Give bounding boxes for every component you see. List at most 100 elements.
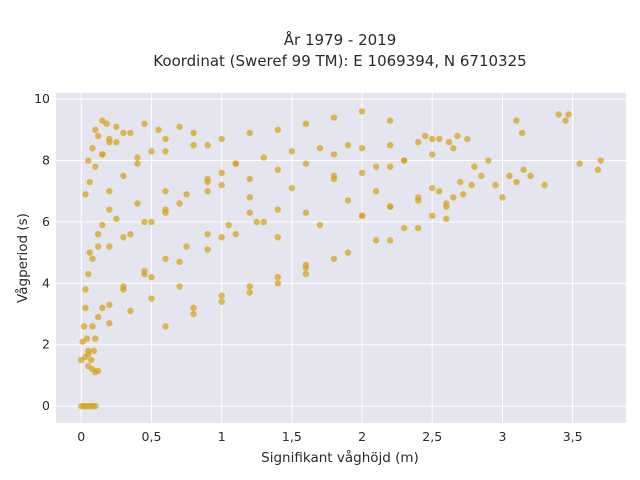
scatter-point xyxy=(513,117,520,124)
scatter-point xyxy=(82,191,89,198)
scatter-point xyxy=(445,138,453,146)
scatter-point xyxy=(459,191,467,198)
y-axis-tick-labels: 0 2 4 6 8 10 xyxy=(34,91,50,413)
scatter-point xyxy=(386,163,394,170)
x-tick-label: 3,5 xyxy=(563,429,583,444)
scatter-point xyxy=(288,184,296,192)
scatter-point xyxy=(218,181,225,189)
scatter-point xyxy=(148,295,155,302)
scatter-point xyxy=(429,135,436,143)
scatter-point xyxy=(565,111,572,118)
scatter-point xyxy=(372,237,380,244)
scatter-point xyxy=(218,169,225,177)
y-tick-label: 8 xyxy=(42,153,50,168)
scatter-point xyxy=(316,221,324,229)
scatter-point xyxy=(246,209,253,216)
scatter-point xyxy=(288,148,296,155)
chart-title-line-1: År 1979 - 2019 xyxy=(284,30,397,49)
scatter-point xyxy=(260,218,267,226)
scatter-point xyxy=(400,224,408,232)
x-tick-label: 1 xyxy=(218,429,226,444)
scatter-point xyxy=(454,132,461,140)
chart-title-line-2: Koordinat (Sweref 99 TM): E 1069394, N 6… xyxy=(153,52,526,70)
scatter-point xyxy=(83,335,91,342)
scatter-point xyxy=(527,172,534,180)
scatter-point xyxy=(94,231,102,238)
scatter-point xyxy=(90,347,98,355)
scatter-point xyxy=(106,206,113,213)
scatter-point xyxy=(183,191,190,198)
scatter-point xyxy=(148,148,155,155)
scatter-point xyxy=(89,323,96,330)
scatter-point xyxy=(415,138,422,146)
scatter-point xyxy=(225,221,232,229)
x-axis-tick-labels: 0 0,5 1 1,5 2 2,5 3 3,5 xyxy=(77,429,582,444)
scatter-point xyxy=(218,298,225,305)
scatter-point xyxy=(246,194,253,201)
scatter-point xyxy=(94,313,102,321)
scatter-point xyxy=(246,283,253,290)
scatter-point xyxy=(183,243,190,250)
scatter-point xyxy=(190,141,197,149)
scatter-point xyxy=(485,157,492,164)
scatter-point xyxy=(162,209,169,216)
scatter-point xyxy=(344,197,352,204)
scatter-point xyxy=(436,135,443,143)
scatter-point xyxy=(94,132,102,140)
scatter-point xyxy=(246,129,253,137)
scatter-point xyxy=(80,323,88,330)
scatter-point xyxy=(162,323,169,330)
y-axis-title: Vågperiod (s) xyxy=(14,213,31,303)
scatter-point xyxy=(134,160,141,167)
scatter-point xyxy=(562,117,569,124)
scatter-point xyxy=(85,157,92,164)
scatter-point xyxy=(99,304,106,312)
x-tick-label: 1,5 xyxy=(282,429,302,444)
scatter-point xyxy=(330,172,338,180)
x-tick-label: 0,5 xyxy=(142,429,162,444)
scatter-point xyxy=(246,289,253,296)
scatter-point xyxy=(576,160,583,167)
scatter-point xyxy=(443,203,450,210)
scatter-point xyxy=(429,151,436,158)
scatter-point xyxy=(155,126,162,134)
scatter-point xyxy=(506,172,513,180)
plot-area xyxy=(56,93,626,423)
scatter-point xyxy=(92,335,99,342)
scatter-point xyxy=(358,108,366,115)
scatter-point xyxy=(127,307,134,315)
scatter-point xyxy=(274,206,282,213)
scatter-point xyxy=(274,126,282,134)
scatter-point xyxy=(274,273,282,281)
scatter-point xyxy=(464,135,471,143)
scatter-point xyxy=(450,145,457,152)
y-tick-label: 0 xyxy=(42,398,50,413)
scatter-point xyxy=(594,166,602,173)
scatter-point xyxy=(148,273,155,281)
scatter-point xyxy=(450,194,457,201)
x-axis-title: Signifikant våghöjd (m) xyxy=(261,449,419,466)
scatter-point xyxy=(218,234,225,241)
scatter-point xyxy=(372,188,380,195)
scatter-point xyxy=(386,203,394,210)
scatter-point xyxy=(127,129,134,137)
scatter-point xyxy=(302,270,310,278)
scatter-point xyxy=(162,148,169,155)
scatter-point xyxy=(204,188,211,195)
scatter-point xyxy=(120,234,127,241)
scatter-point xyxy=(120,129,127,137)
scatter-point xyxy=(106,243,113,250)
scatter-point xyxy=(87,356,95,364)
scatter-point xyxy=(274,166,282,173)
scatter-point xyxy=(176,283,183,290)
scatter-point xyxy=(436,188,443,195)
scatter-point xyxy=(246,175,253,183)
scatter-points xyxy=(78,108,604,410)
scatter-point xyxy=(204,231,211,238)
scatter-point xyxy=(471,163,478,170)
scatter-point xyxy=(94,367,102,375)
scatter-point xyxy=(253,218,260,226)
scatter-point xyxy=(518,129,526,137)
scatter-point xyxy=(330,151,338,158)
scatter-point xyxy=(106,135,113,143)
